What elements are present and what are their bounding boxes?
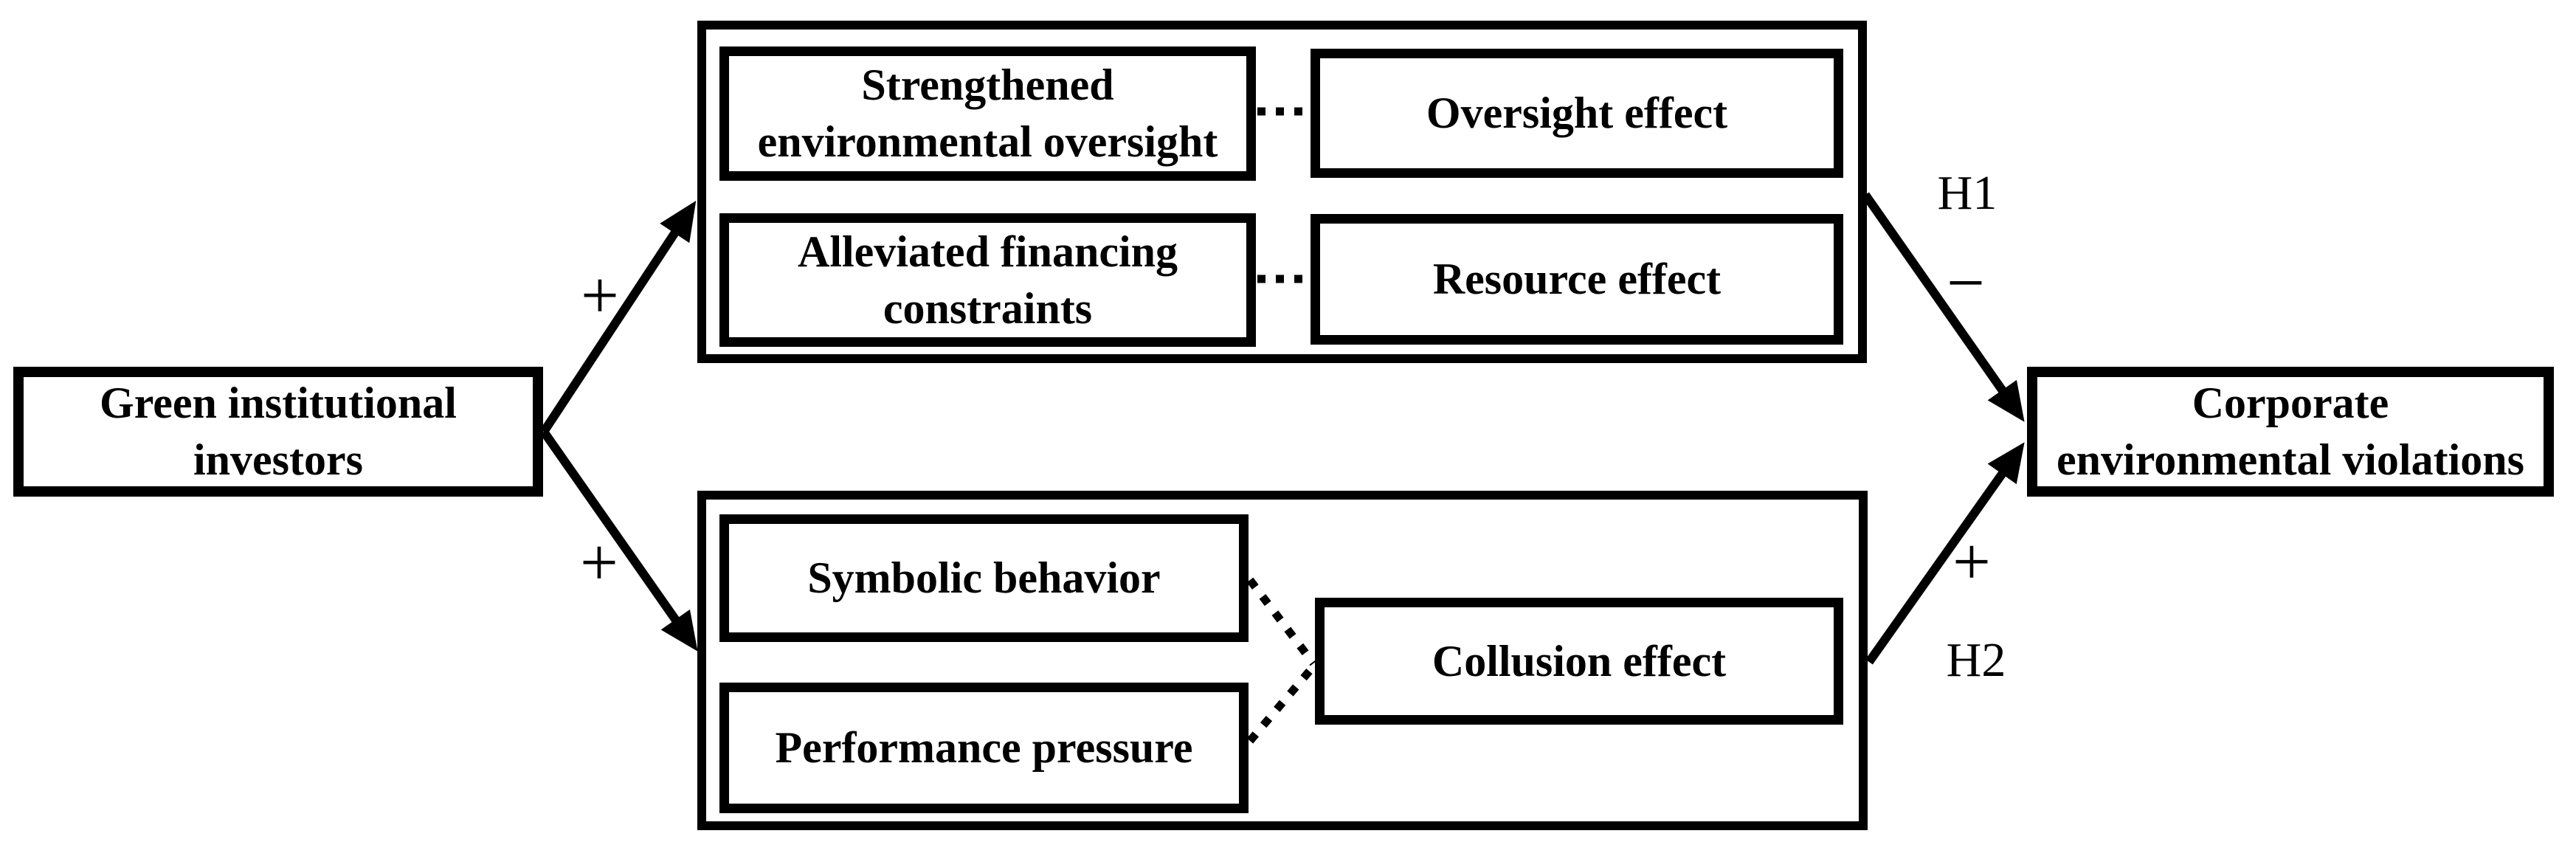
- node-strengthened-environmental-oversight: Strengthened environmental oversight: [719, 46, 1256, 181]
- node-performance-pressure: Performance pressure: [719, 683, 1249, 813]
- plus-sign-h2-path: +: [1952, 524, 1991, 599]
- node-collusion-effect: Collusion effect: [1315, 598, 1843, 725]
- dotted-link-performance-collusion: [1246, 663, 1317, 744]
- hypothesis-label-h2: H2: [1946, 633, 2006, 687]
- arrow-h2-collusion-to-violations: [1865, 442, 2025, 665]
- arrow-investors-to-collusion: [540, 429, 698, 652]
- minus-sign-h1-path: −: [1947, 245, 1985, 320]
- node-resource-effect: Resource effect: [1311, 214, 1843, 345]
- node-symbolic-behavior: Symbolic behavior: [719, 514, 1249, 642]
- plus-sign-bottom-path: +: [580, 525, 618, 600]
- node-alleviated-financing-constraints: Alleviated financing constraints: [719, 213, 1256, 347]
- node-corporate-environmental-violations: Corporate environmental violations: [2027, 367, 2554, 497]
- arrow-h1-mechanisms-to-violations: [1862, 192, 2025, 422]
- node-oversight-effect: Oversight effect: [1311, 49, 1843, 178]
- node-green-institutional-investors: Green institutional investors: [13, 367, 543, 497]
- dotted-link-symbolic-collusion: [1246, 577, 1317, 666]
- hypothesis-label-h1: H1: [1937, 166, 1997, 220]
- arrow-investors-to-mechanisms: [539, 200, 697, 435]
- plus-sign-top-path: +: [581, 258, 619, 333]
